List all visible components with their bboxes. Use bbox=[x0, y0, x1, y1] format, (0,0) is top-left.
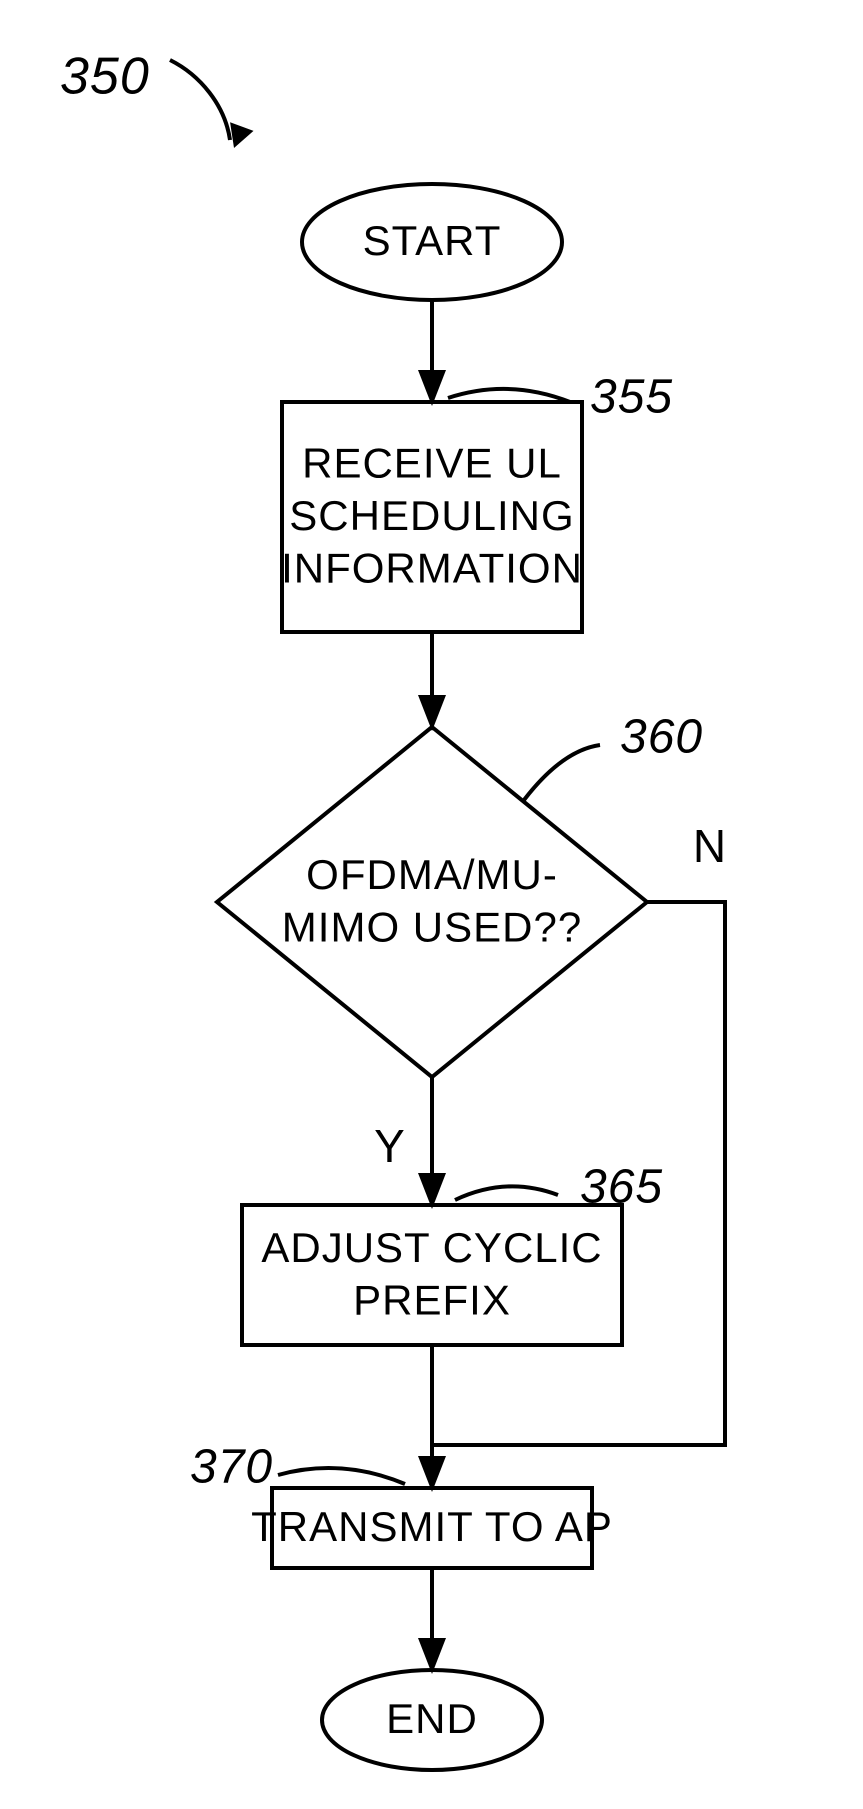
figure-ref-label: 350 bbox=[60, 48, 150, 106]
decision-node bbox=[217, 727, 647, 1077]
edge-4 bbox=[432, 902, 725, 1445]
receive-process-text-line: SCHEDULING bbox=[289, 492, 574, 539]
transmit-process-text-line: TRANSMIT TO AP bbox=[251, 1503, 613, 1550]
figure-ref-arrow bbox=[170, 60, 230, 140]
transmit-process-ref-label: 370 bbox=[190, 1441, 273, 1494]
adjust-process-text-line: ADJUST CYCLIC bbox=[261, 1224, 602, 1271]
adjust-process-ref-tick bbox=[455, 1186, 558, 1200]
decision-node-ref-tick bbox=[524, 745, 600, 800]
adjust-process-ref-label: 365 bbox=[580, 1161, 663, 1214]
receive-process-text-line: RECEIVE UL bbox=[302, 440, 562, 487]
svg-text:START: START bbox=[363, 217, 502, 264]
receive-process-text-line: INFORMATION bbox=[281, 545, 583, 592]
edge-2-label: Y bbox=[374, 1120, 406, 1172]
adjust-process-text-line: PREFIX bbox=[353, 1276, 511, 1323]
svg-text:END: END bbox=[386, 1695, 478, 1742]
decision-node-text-line: MIMO USED?? bbox=[282, 903, 582, 950]
edge-4-label: N bbox=[693, 820, 727, 872]
receive-process-ref-label: 355 bbox=[590, 371, 673, 424]
decision-node-ref-label: 360 bbox=[620, 711, 703, 764]
transmit-process-ref-tick bbox=[278, 1468, 405, 1484]
decision-node-text-line: OFDMA/MU- bbox=[306, 851, 558, 898]
